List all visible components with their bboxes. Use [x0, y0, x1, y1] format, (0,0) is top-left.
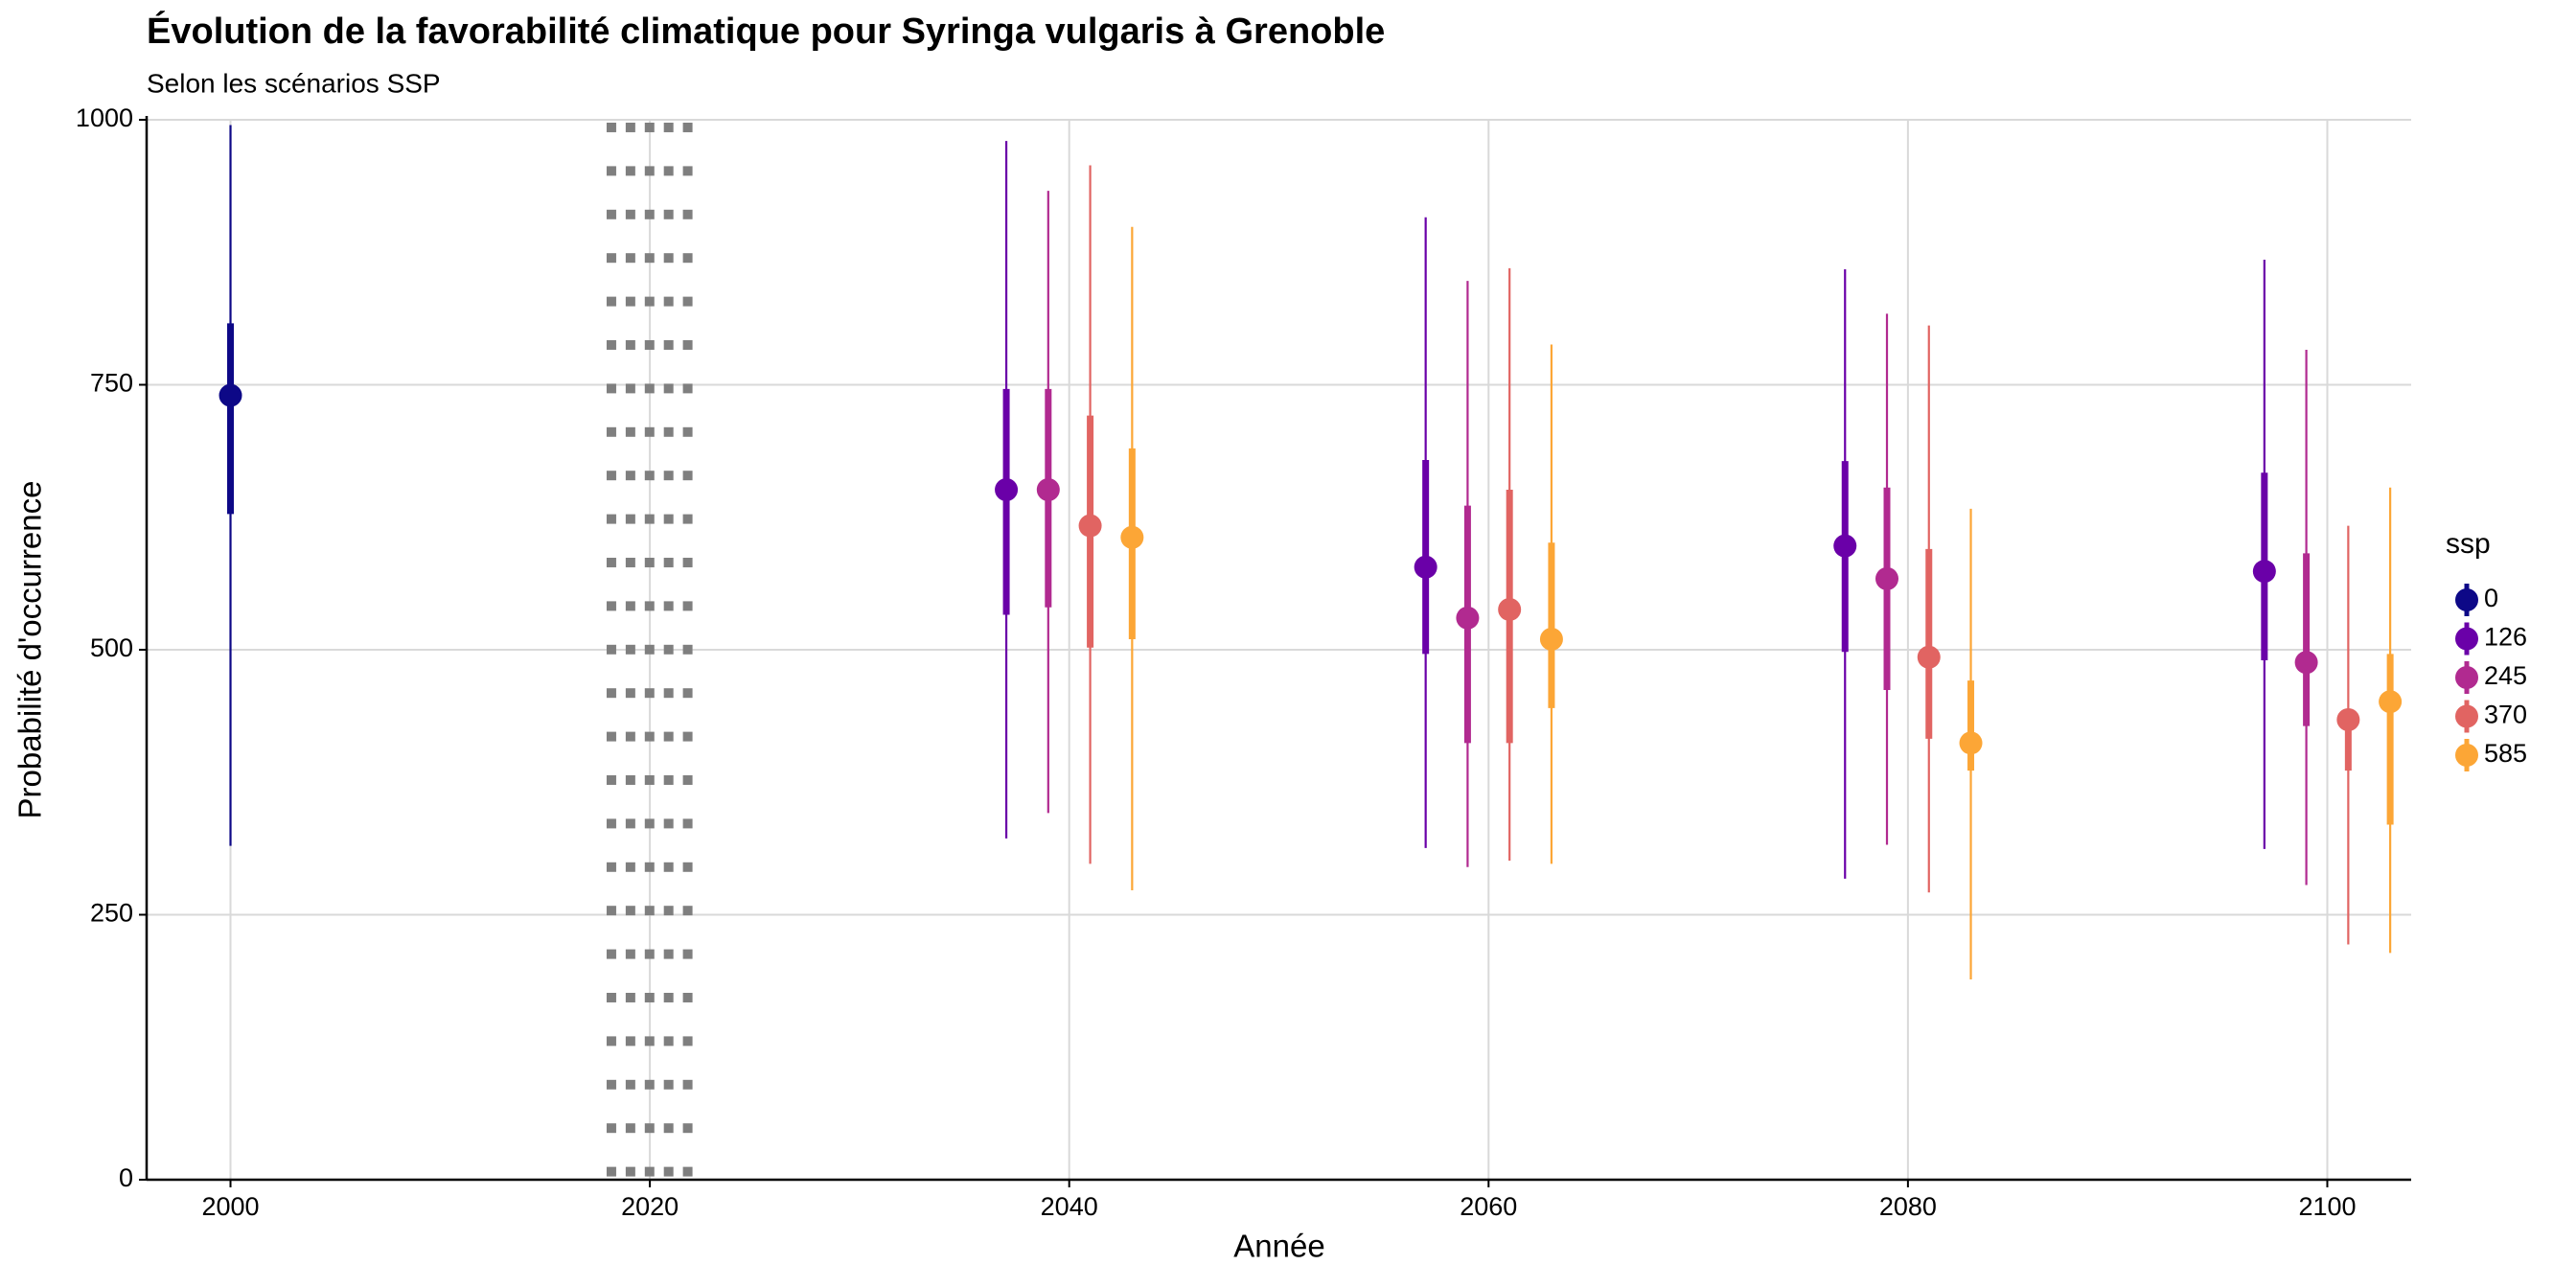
point: [1833, 534, 1857, 558]
x-tick-label: 2100: [2298, 1192, 2356, 1221]
legend-label: 0: [2484, 584, 2498, 612]
point: [218, 383, 242, 407]
legend-label: 585: [2484, 739, 2527, 768]
legend-label: 126: [2484, 623, 2527, 652]
point: [1414, 555, 1438, 579]
point: [2294, 651, 2318, 675]
point: [1959, 731, 1983, 755]
point: [1498, 597, 1522, 621]
legend-label: 370: [2484, 701, 2527, 729]
chart-subtitle: Selon les scénarios SSP: [147, 68, 441, 98]
legend-key: [2455, 588, 2478, 611]
point: [995, 477, 1019, 501]
y-tick-label: 750: [90, 369, 133, 398]
legend-key: [2455, 744, 2478, 767]
x-tick-label: 2060: [1460, 1192, 1517, 1221]
point: [2336, 707, 2360, 731]
x-tick-label: 2000: [201, 1192, 259, 1221]
y-tick-label: 250: [90, 899, 133, 928]
y-axis-title: Probabilité d'occurrence: [12, 481, 48, 819]
point: [1875, 566, 1899, 590]
reference-line: [602, 120, 699, 1180]
legend-label: 245: [2484, 661, 2527, 690]
point: [1078, 514, 1102, 538]
point: [1539, 627, 1563, 651]
legend-key: [2455, 704, 2478, 728]
point: [2379, 690, 2403, 714]
point: [1456, 606, 1480, 630]
y-tick-label: 0: [119, 1163, 133, 1192]
point: [1917, 645, 1941, 669]
point: [2252, 560, 2276, 584]
legend-title: ssp: [2446, 528, 2491, 560]
point: [1120, 525, 1144, 549]
y-tick-label: 1000: [76, 104, 133, 132]
legend-key: [2455, 627, 2478, 651]
legend-key: [2455, 666, 2478, 689]
x-tick-label: 2040: [1041, 1192, 1098, 1221]
x-tick-label: 2080: [1879, 1192, 1937, 1221]
x-tick-label: 2020: [621, 1192, 678, 1221]
chart-title: Évolution de la favorabilité climatique …: [147, 10, 1385, 52]
point: [1036, 477, 1060, 501]
x-axis-title: Année: [1233, 1229, 1324, 1264]
y-tick-label: 500: [90, 633, 133, 662]
